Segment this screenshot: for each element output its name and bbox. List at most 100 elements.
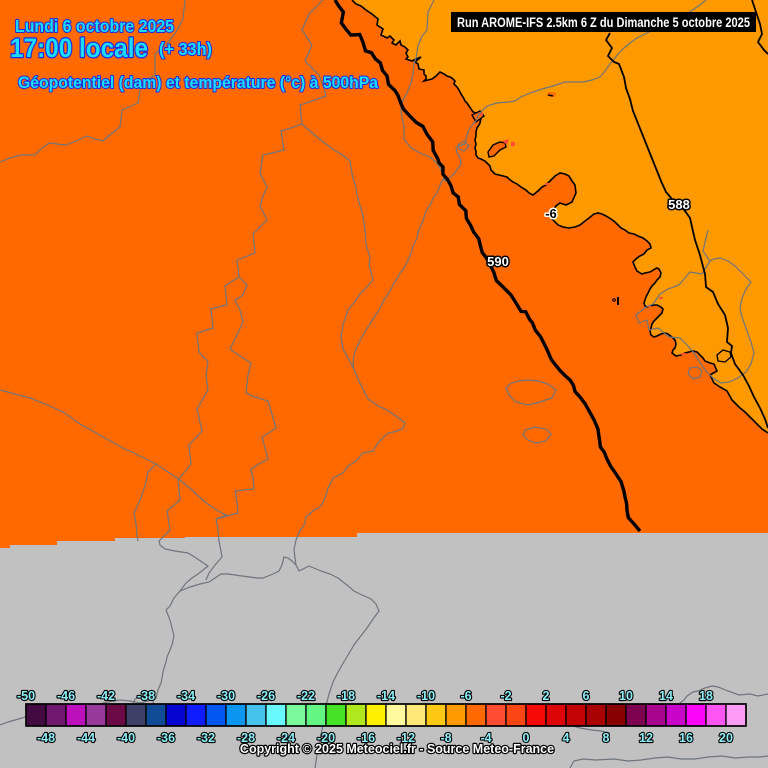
map-borders-shape xyxy=(133,463,157,542)
isotherm-pockets-shape xyxy=(659,297,663,299)
colorbar-cell xyxy=(625,703,647,727)
run-banner-bg xyxy=(451,12,756,32)
isotherm-minus6-line xyxy=(351,0,768,434)
map-borders-shape xyxy=(0,389,228,520)
isotherm-pockets-shape xyxy=(502,139,509,145)
map-borders-shape xyxy=(505,379,557,406)
colorbar-cell xyxy=(25,703,47,727)
colorbar-cell xyxy=(365,703,387,727)
colorbar-cell xyxy=(105,703,127,727)
colorbar-label: -6 xyxy=(460,689,471,703)
colorbar-label: 2 xyxy=(543,689,550,703)
colorbar-label: -22 xyxy=(297,689,315,703)
colorbar-label: -14 xyxy=(377,689,395,703)
colorbar-label: -18 xyxy=(337,689,355,703)
colorbar-cell xyxy=(585,703,607,727)
colorbar-cell xyxy=(525,703,547,727)
colorbar-label: -48 xyxy=(37,731,55,745)
colorbar-label: 16 xyxy=(679,731,693,745)
colorbar-label: -4 xyxy=(480,731,491,745)
map-borders-shape xyxy=(131,695,155,707)
colorbar-label: 18 xyxy=(699,689,713,703)
map-borders-shape xyxy=(158,0,327,593)
map-borders-shape xyxy=(635,229,755,384)
map-borders-shape xyxy=(205,276,277,581)
isotherm-pockets-shape xyxy=(547,94,554,97)
colorbar-cell xyxy=(425,703,447,727)
colorbar-label: -40 xyxy=(117,731,135,745)
map-borders-shape xyxy=(0,0,186,163)
colorbar-label: -10 xyxy=(417,689,435,703)
colorbar-cell xyxy=(725,703,747,727)
colorbar-label: -24 xyxy=(277,731,295,745)
colorbar-cell xyxy=(85,703,107,727)
colorbar-label: -46 xyxy=(57,689,75,703)
colorbar-label: 0 xyxy=(523,731,530,745)
colorbar-label: -2 xyxy=(500,689,511,703)
colorbar-label: -16 xyxy=(357,731,375,745)
colorbar-cell xyxy=(385,703,407,727)
colorbar-label: -32 xyxy=(197,731,215,745)
colorbar-cell xyxy=(325,703,347,727)
colorbar-cell xyxy=(605,703,627,727)
colorbar-label: -50 xyxy=(17,689,35,703)
colorbar-cell xyxy=(545,703,567,727)
colorbar-label: -42 xyxy=(97,689,115,703)
isotherm-pockets-shape xyxy=(511,142,515,146)
colorbar-cell xyxy=(125,703,147,727)
colorbar-label: 14 xyxy=(659,689,673,703)
colorbar-cell xyxy=(445,703,467,727)
map-borders-shape xyxy=(687,366,703,380)
header-date: Lundi 6 octobre 2025 xyxy=(15,16,174,36)
map-borders-shape xyxy=(301,123,374,368)
colorbar-cell xyxy=(685,703,707,727)
colorbar-cell xyxy=(145,703,167,727)
map-borders-shape xyxy=(569,755,768,768)
colorbar-label: -20 xyxy=(317,731,335,745)
colorbar-label: 6 xyxy=(583,689,590,703)
colorbar-cell xyxy=(265,703,287,727)
label-minus6: -6 xyxy=(545,206,557,221)
map-borders-shape xyxy=(400,0,445,179)
colorbar-cell xyxy=(45,703,67,727)
label-588: 588 xyxy=(668,197,690,212)
colorbar-cell xyxy=(225,703,247,727)
colorbar-cell xyxy=(205,703,227,727)
header-time: 17:00 locale xyxy=(10,33,148,63)
colorbar-label: -28 xyxy=(237,731,255,745)
colorbar-cell xyxy=(345,703,367,727)
colorbar-label: -30 xyxy=(217,689,235,703)
colorbar-label: -44 xyxy=(77,731,95,745)
colorbar-cell xyxy=(705,703,727,727)
contour-590-line xyxy=(333,0,642,533)
header-subtitle: Géopotentiel (dam) et température (°c) à… xyxy=(18,74,379,92)
map-header: Lundi 6 octobre 2025 17:00 locale (+ 33h… xyxy=(9,15,380,93)
colorbar-cell xyxy=(245,703,267,727)
colorbar-label: -34 xyxy=(177,689,195,703)
colorbar-cell xyxy=(405,703,427,727)
colorbar-label: -38 xyxy=(137,689,155,703)
colorbar-label: -26 xyxy=(257,689,275,703)
colorbar-label: -8 xyxy=(440,731,451,745)
colorbar-cell xyxy=(505,703,527,727)
isotherm-pockets-shape xyxy=(487,141,507,158)
run-banner-text: Run AROME-IFS 2.5km 6 Z du Dimanche 5 oc… xyxy=(457,15,750,30)
isotherm-pockets-shape xyxy=(716,349,732,363)
isotherm-pockets-shape xyxy=(612,298,616,302)
map-borders-shape xyxy=(522,426,552,444)
colorbar-label: -36 xyxy=(157,731,175,745)
colorbar-cell xyxy=(485,703,507,727)
run-banner: Run AROME-IFS 2.5km 6 Z du Dimanche 5 oc… xyxy=(451,12,756,32)
colorbar-label: 20 xyxy=(719,731,733,745)
colorbar-cell xyxy=(465,703,487,727)
label-590: 590 xyxy=(487,254,509,269)
isotherm-pockets-shape xyxy=(479,112,483,115)
copyright-text: Copyright © 2025 Meteociel.fr - Source M… xyxy=(240,742,554,756)
colorbar-cell xyxy=(285,703,307,727)
colorbar-label: -12 xyxy=(397,731,415,745)
map-borders-shape xyxy=(444,0,707,182)
map-borders-shape xyxy=(679,685,768,704)
isotherm-pockets-shape xyxy=(681,353,686,355)
